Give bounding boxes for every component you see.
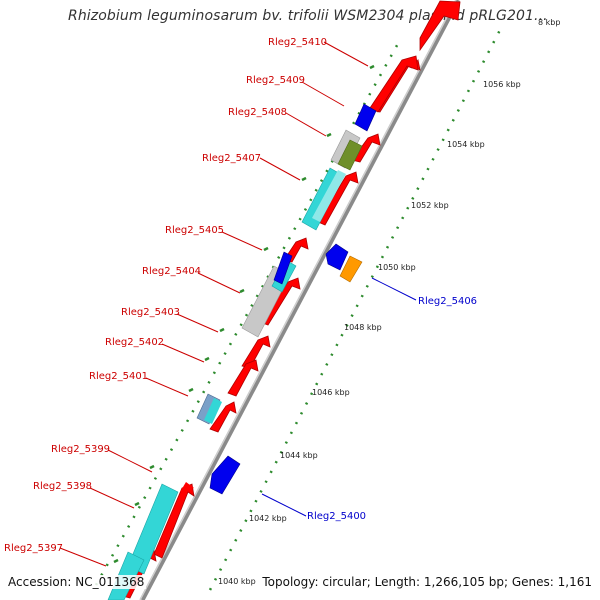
gene-label[interactable]: Rleg2_5399: [51, 444, 110, 455]
blue-gene[interactable]: [325, 243, 349, 271]
reverse-gene-labels: Rleg2_5406 Rleg2_5400: [307, 296, 477, 522]
forward-label-leaders: [59, 41, 369, 567]
gene-label[interactable]: Rleg2_5402: [105, 337, 164, 348]
gene-label[interactable]: Rleg2_5401: [89, 371, 148, 382]
gene-label[interactable]: Rleg2_5408: [228, 107, 287, 118]
cds-arrow[interactable]: [419, 0, 461, 52]
cyan-feature-highlight: [312, 170, 346, 222]
backbone-highlight: [139, 0, 457, 600]
tick-label: 1048 kbp: [344, 323, 382, 332]
olive-feature[interactable]: [337, 139, 363, 171]
reverse-cds-track: [209, 243, 363, 495]
tick-label: 1040 kbp: [218, 577, 256, 586]
small-red-marker: [180, 482, 194, 492]
feature-tick-marks: [113, 64, 375, 564]
gene-label[interactable]: Rleg2_5404: [142, 266, 201, 277]
gene-label[interactable]: Rleg2_5406: [418, 296, 477, 307]
backbone-line: [139, 0, 461, 600]
map-title: Rhizobium leguminosarum bv. trifolii WSM…: [68, 8, 548, 24]
accession-text: Accession: NC_011368: [6, 575, 147, 589]
gene-label[interactable]: Rleg2_5403: [121, 307, 180, 318]
blue-gene[interactable]: [273, 251, 293, 285]
orange-gene[interactable]: [339, 255, 363, 283]
cds-arrow[interactable]: [369, 55, 419, 113]
blue-gene[interactable]: [209, 455, 241, 495]
ruler-tick-labels: 1040 kbp 1042 kbp 1044 kbp 1046 kbp 1048…: [218, 18, 560, 586]
tick-label: 1052 kbp: [411, 201, 449, 210]
gene-label[interactable]: Rleg2_5409: [246, 75, 305, 86]
tick-label: 1044 kbp: [280, 451, 318, 460]
tick-label: 1046 kbp: [312, 388, 350, 397]
cds-arrow[interactable]: [227, 359, 259, 397]
tick-label: 1054 kbp: [447, 140, 485, 149]
blue-gene[interactable]: [354, 103, 377, 132]
cds-arrow[interactable]: [241, 335, 271, 369]
gene-label[interactable]: Rleg2_5407: [202, 153, 261, 164]
gene-label[interactable]: Rleg2_5400: [307, 511, 366, 522]
tick-label: 1050 kbp: [378, 263, 416, 272]
reverse-label-leaders: [261, 277, 417, 517]
map-footer: Accession: NC_011368 Topology: circular;…: [0, 572, 600, 594]
gene-label[interactable]: Rleg2_5405: [165, 225, 224, 236]
gene-label[interactable]: Rleg2_5397: [4, 543, 63, 554]
tick-label: 1056 kbp: [483, 80, 521, 89]
topology-summary: Topology: circular; Length: 1,266,105 bp…: [260, 575, 594, 589]
cyan-feature[interactable]: [204, 398, 222, 424]
tick-label: 1042 kbp: [249, 514, 287, 523]
forward-gene-labels: Rleg2_5410 Rleg2_5409 Rleg2_5408 Rleg2_5…: [4, 37, 327, 554]
tick-label: 8 kbp: [538, 18, 560, 27]
overlay-features: [107, 103, 377, 600]
cds-arrow[interactable]: [209, 401, 237, 433]
gene-label[interactable]: Rleg2_5410: [268, 37, 327, 48]
gene-label[interactable]: Rleg2_5398: [33, 481, 92, 492]
